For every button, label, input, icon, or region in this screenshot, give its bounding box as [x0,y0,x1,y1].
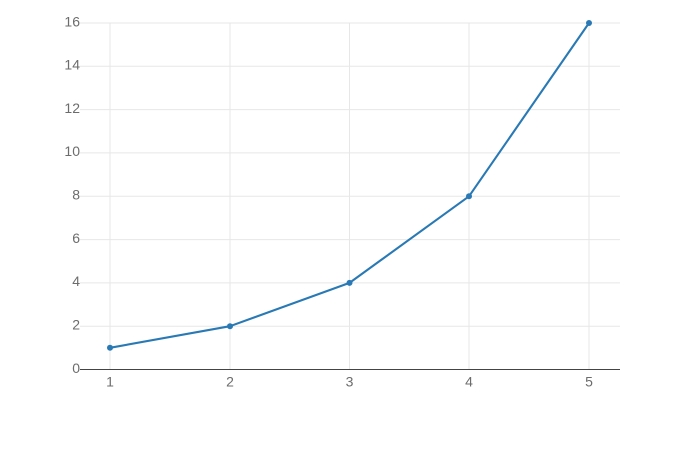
svg-text:1: 1 [106,373,114,389]
svg-text:0: 0 [72,360,80,376]
svg-text:8: 8 [72,187,80,203]
svg-text:2: 2 [226,373,234,389]
svg-text:10: 10 [64,143,80,159]
svg-text:4: 4 [72,273,80,289]
svg-text:5: 5 [585,373,593,389]
svg-text:2: 2 [72,317,80,333]
svg-text:14: 14 [64,57,80,73]
svg-text:4: 4 [465,373,473,389]
svg-text:6: 6 [72,230,80,246]
svg-text:3: 3 [346,373,354,389]
svg-text:12: 12 [64,100,80,116]
svg-text:16: 16 [64,13,80,29]
